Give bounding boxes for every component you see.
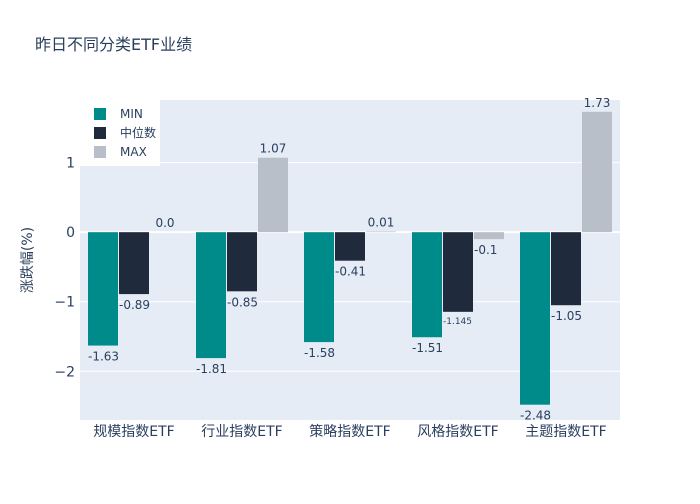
bar-data-label: -2.48 [520,409,551,423]
x-tick-label: 主题指数ETF [525,424,606,440]
y-tick-label: 0 [66,225,75,241]
y-axis-label: 涨跌幅(%) [20,227,36,293]
legend-item-label[interactable]: 中位数 [120,125,156,140]
bar-MIN-2[interactable] [304,232,334,342]
x-tick-label: 行业指数ETF [201,424,282,440]
legend-item-label[interactable]: MAX [120,145,147,159]
bar-中位数-1[interactable] [227,232,257,291]
legend-item-label[interactable]: MIN [120,107,143,121]
bar-data-label: -1.81 [196,362,227,376]
x-tick-label: 规模指数ETF [93,424,174,440]
y-tick-label: −2 [54,364,75,380]
legend[interactable]: MIN 中位数 MAX [80,100,160,166]
bar-data-label: 0.0 [155,216,174,230]
chart-title: 昨日不同分类ETF业绩 [35,35,192,54]
y-axis-ticks: −2 −1 0 1 [54,156,75,381]
bar-data-label: 0.01 [368,215,395,229]
bar-data-label: -0.85 [227,295,258,309]
x-axis-ticks: 规模指数ETF 行业指数ETF 策略指数ETF 风格指数ETF 主题指数ETF [93,423,606,440]
bar-中位数-3[interactable] [443,232,473,312]
bar-MIN-0[interactable] [88,232,118,345]
y-tick-label: 1 [66,156,75,172]
bar-MAX-4[interactable] [582,112,612,232]
bar-中位数-2[interactable] [335,232,365,261]
bar-data-label: -0.41 [335,265,366,279]
bar-data-label: 1.73 [584,96,611,110]
x-tick-label: 策略指数ETF [309,423,390,440]
bar-data-label: -0.89 [119,298,150,312]
bar-data-label: -1.63 [88,350,119,364]
bar-data-label: -0.1 [474,243,497,257]
legend-swatch[interactable] [94,127,106,139]
bar-data-label: -1.05 [551,309,582,323]
bar-MIN-1[interactable] [196,232,226,358]
bar-data-label: -1.145 [443,317,472,327]
bar-MAX-1[interactable] [258,158,288,232]
bar-中位数-0[interactable] [119,232,149,294]
bar-MAX-2[interactable] [366,231,396,232]
bar-MIN-4[interactable] [520,232,550,405]
y-tick-label: −1 [54,295,75,311]
bar-data-label: -1.58 [304,346,335,360]
legend-swatch[interactable] [94,146,106,158]
bar-data-label: -1.51 [412,341,443,355]
bar-中位数-4[interactable] [551,232,581,305]
bar-data-label: 1.07 [260,142,287,156]
bar-MAX-3[interactable] [474,232,504,239]
bar-MIN-3[interactable] [412,232,442,337]
x-tick-label: 风格指数ETF [417,424,498,440]
legend-swatch[interactable] [94,108,106,120]
